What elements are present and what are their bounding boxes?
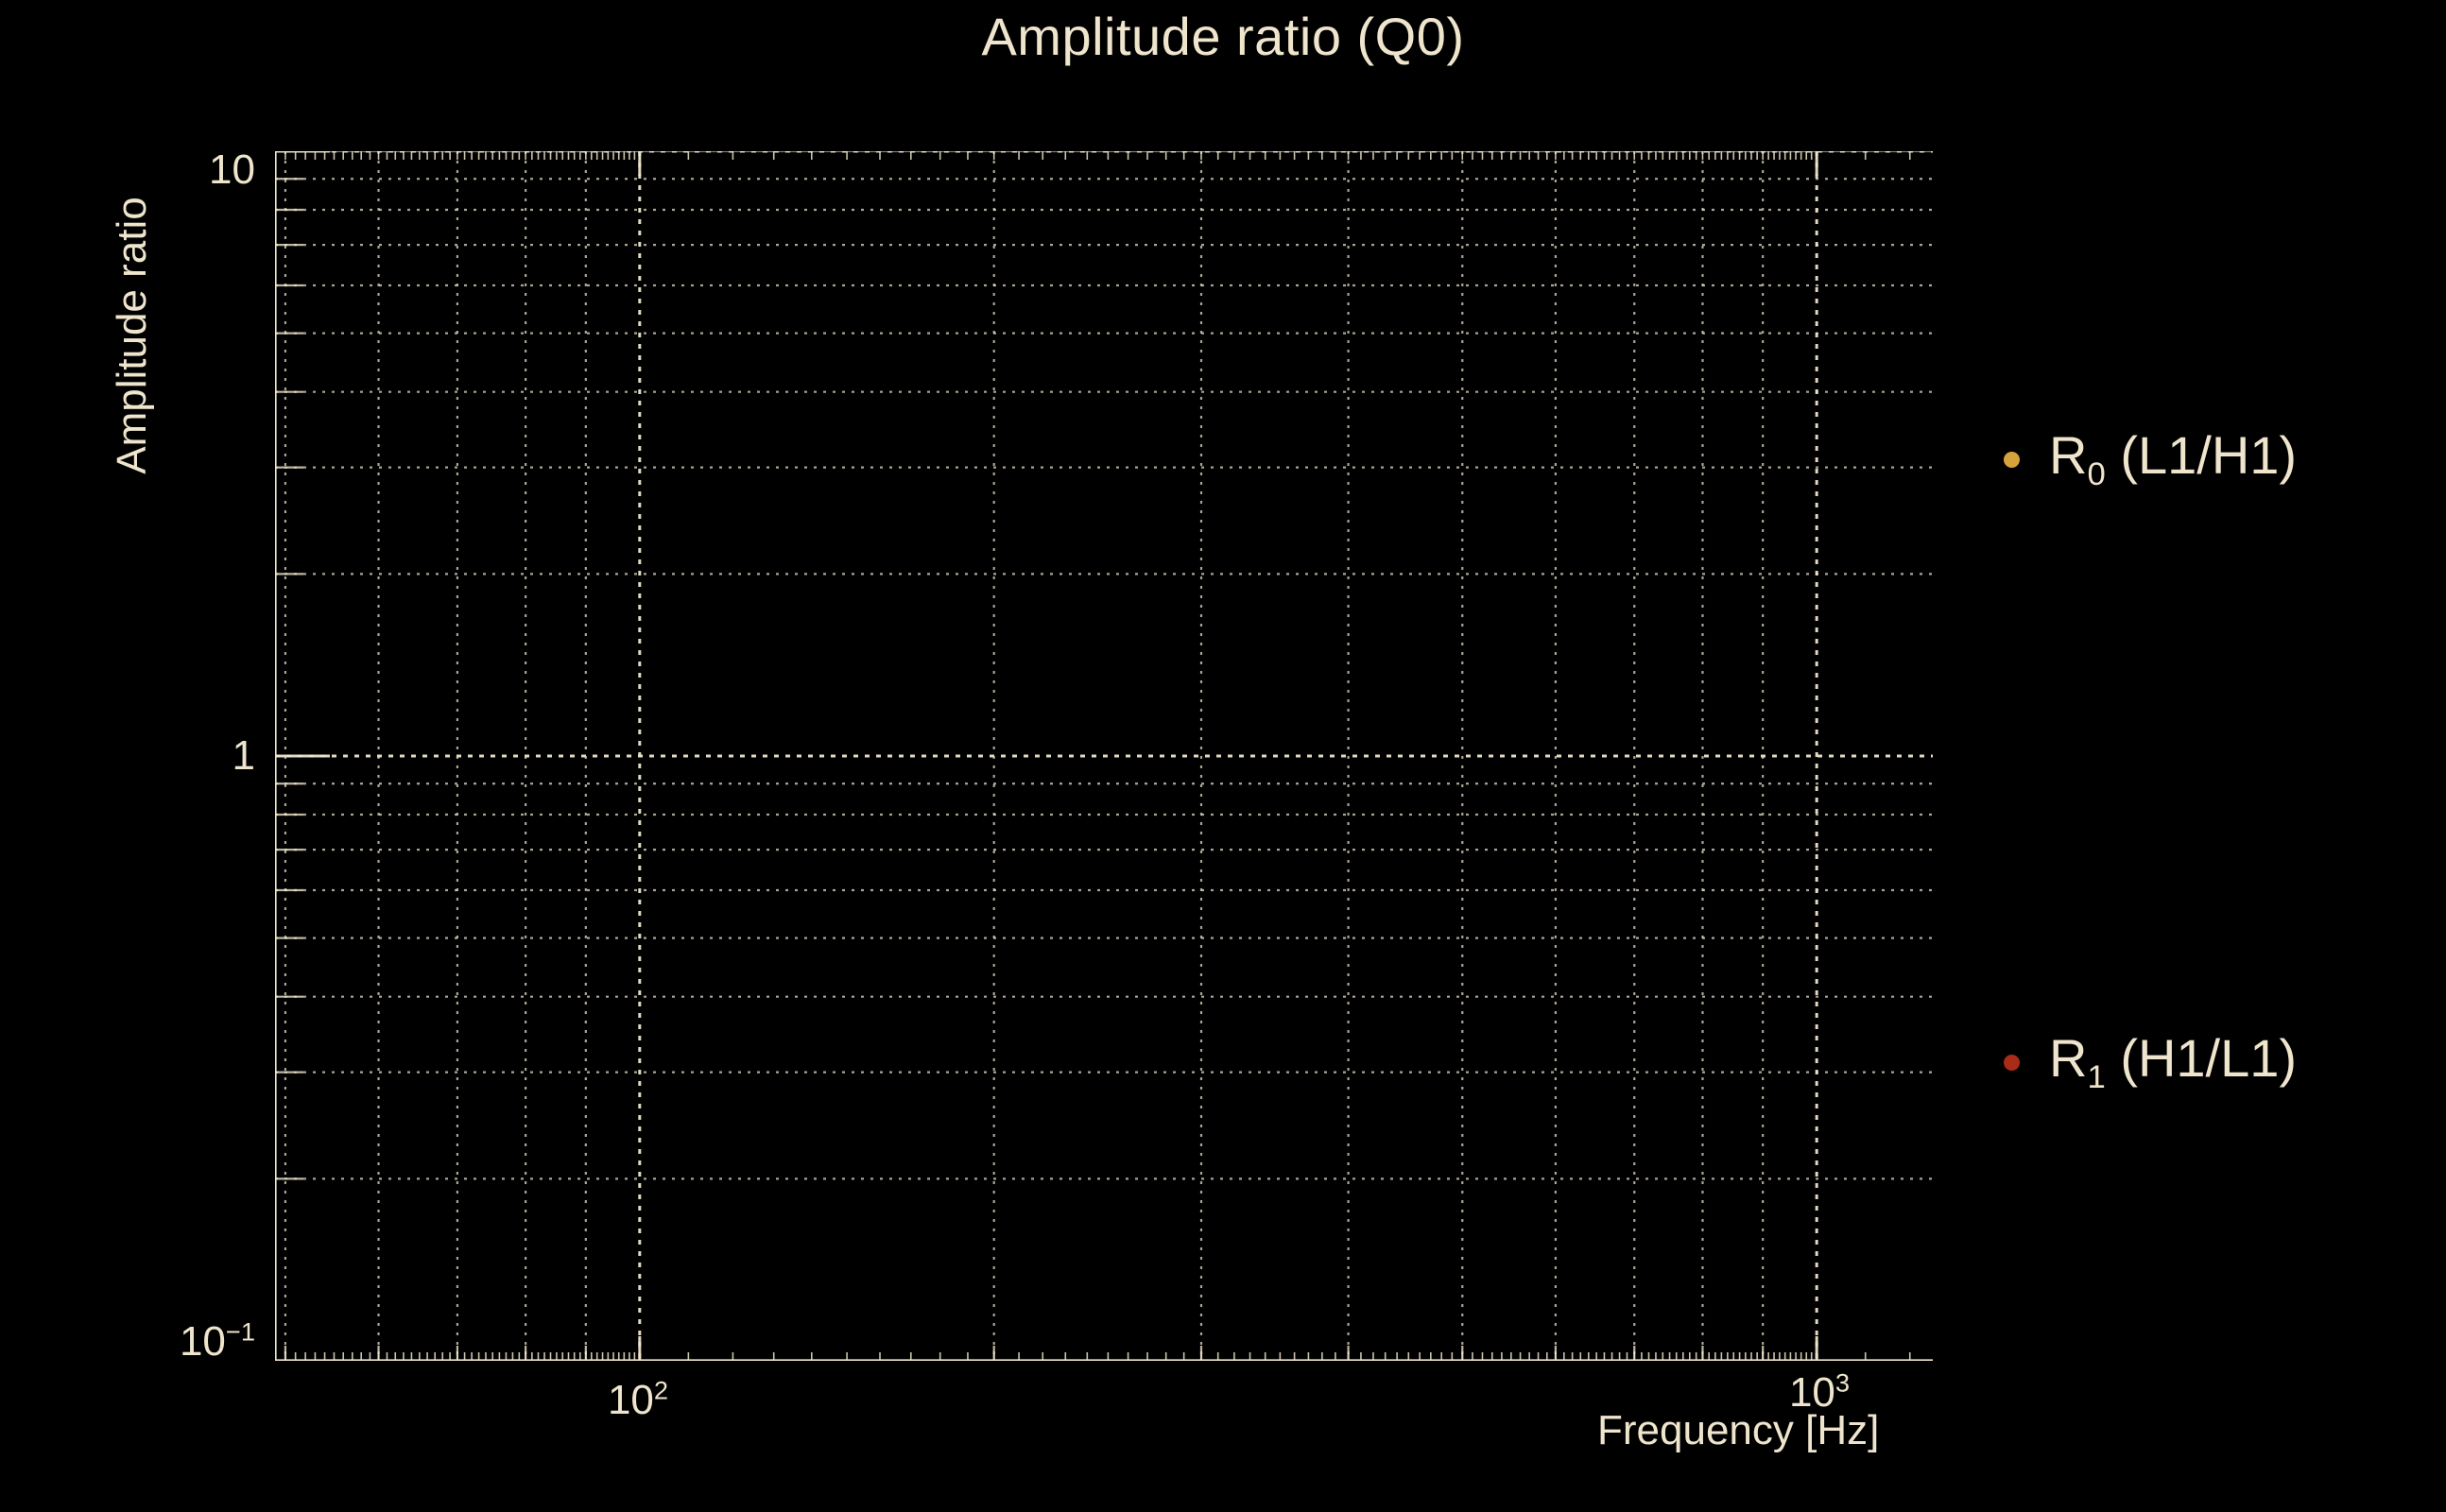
x-tick-label-1000-exponent: 3 (1834, 1367, 1851, 1398)
legend: R0 (L1/H1) R1 (H1/L1) (1985, 406, 2429, 1143)
x-tick-label-1000: 103 (1744, 1369, 1895, 1416)
legend-label-r1-base: R (2049, 1028, 2088, 1088)
plot-area (275, 151, 1933, 1361)
y-tick-label-0p1: 10−1 (57, 1318, 255, 1365)
y-minor-gridlines (275, 178, 1933, 1180)
x-tick-label-100-mantissa: 10 (607, 1377, 654, 1423)
legend-marker-r0 (2004, 452, 2020, 468)
legend-label-r0: R0 (L1/H1) (2049, 418, 2297, 493)
y-tick-label-10: 10 (76, 149, 255, 191)
x-major-gridlines (638, 151, 1818, 1361)
x-axis-title: Frequency [Hz] (1597, 1407, 1880, 1453)
legend-label-r0-sub: 0 (2087, 456, 2106, 493)
legend-label-r1: R1 (H1/L1) (2049, 1021, 2297, 1096)
y-tick-label-0p1-exponent: −1 (225, 1316, 255, 1347)
x-tick-label-1000-mantissa: 10 (1788, 1369, 1835, 1416)
legend-entry-r0[interactable]: R0 (L1/H1) (1985, 418, 2429, 493)
legend-marker-r1 (2004, 1055, 2020, 1071)
legend-label-r0-base: R (2049, 425, 2088, 485)
y-axis-title: Amplitude ratio (109, 197, 155, 474)
x-tick-label-100-exponent: 2 (653, 1375, 669, 1405)
legend-label-r0-rest: (L1/H1) (2105, 425, 2298, 485)
x-tick-label-100: 102 (562, 1377, 714, 1423)
y-tick-label-10-text: 10 (209, 146, 255, 193)
legend-label-r1-rest: (H1/L1) (2105, 1028, 2298, 1088)
y-tick-label-1: 1 (76, 735, 255, 777)
legend-entry-r1[interactable]: R1 (H1/L1) (1985, 1021, 2429, 1096)
chart-title: Amplitude ratio (Q0) (981, 7, 1465, 66)
legend-label-r1-sub: 1 (2087, 1059, 2106, 1096)
plot-grid-svg (275, 151, 1933, 1361)
y-tick-label-1-text: 1 (232, 732, 255, 779)
y-tick-label-0p1-mantissa: 10 (179, 1318, 226, 1365)
y-major-gridlines (275, 151, 1933, 1361)
